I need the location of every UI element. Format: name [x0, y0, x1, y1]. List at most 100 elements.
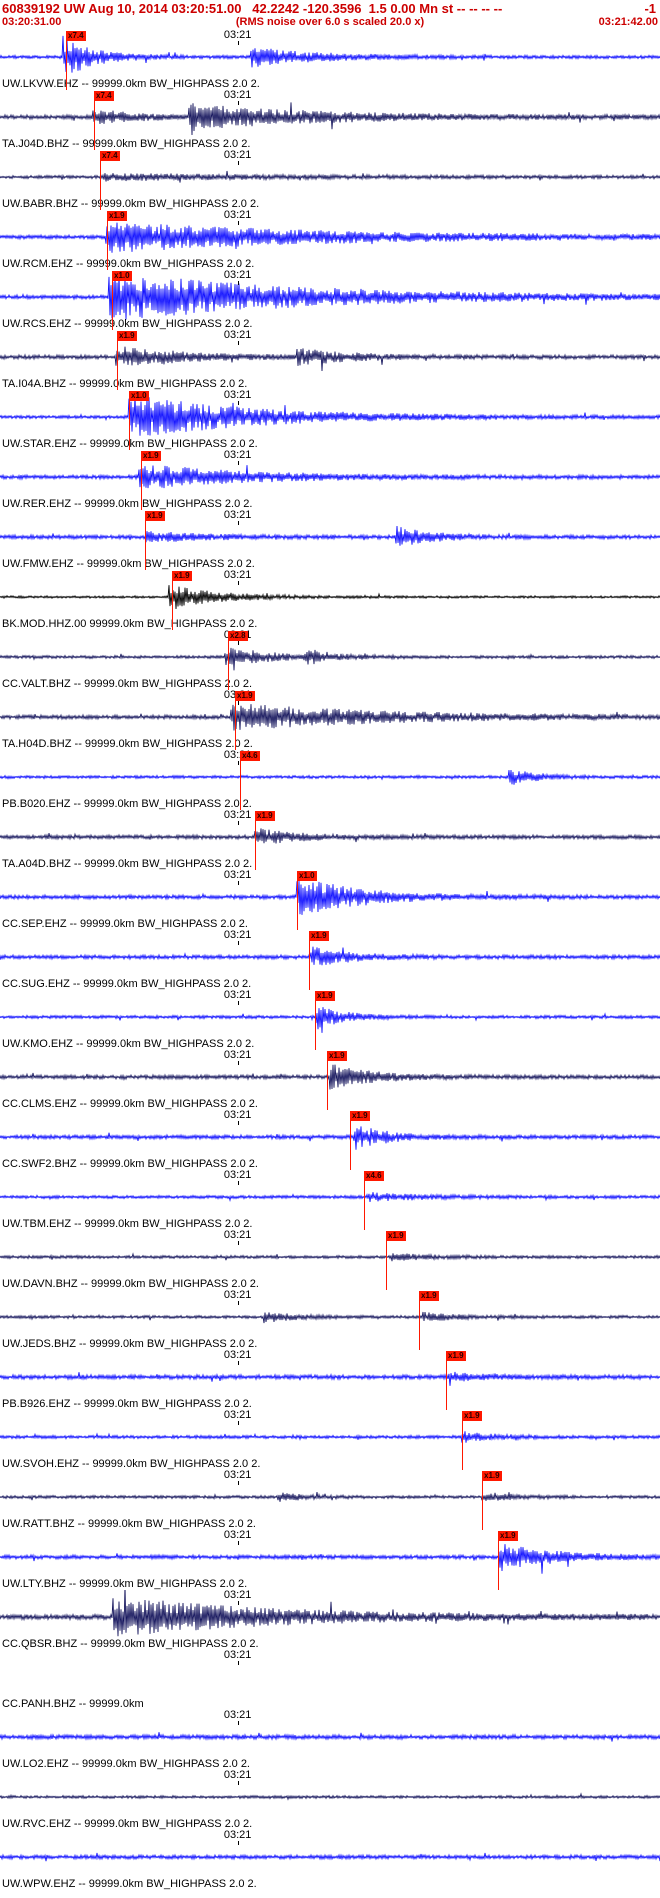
time-tick-mark — [237, 1481, 239, 1485]
trace-row[interactable]: 03:21 x1.9 UW.RER.EHZ -- 99999.0km BW_HIGH… — [0, 450, 660, 510]
trace-row[interactable]: 03:21 x1.9 UW.DAVN.BHZ -- 99999.0km BW_HIG… — [0, 1230, 660, 1290]
station-label: UW.RER.EHZ -- 99999.0km BW_HIGHPASS 2.0 … — [2, 498, 253, 510]
pick-line — [100, 161, 101, 210]
station-label: CC.PANH.BHZ -- 99999.0km — [2, 1698, 144, 1710]
pick-scale-label: x1.9 — [315, 991, 335, 1001]
waveform-trace — [0, 1007, 660, 1033]
time-tick-label: 03:21 — [223, 509, 252, 521]
time-tick-label: 03:21 — [223, 29, 252, 41]
pick-line — [297, 881, 298, 930]
trace-row[interactable]: 03:21 x1.9 CC.SWF2.BHZ -- 99999.0km BW_HIG… — [0, 1110, 660, 1170]
waveform-trace — [0, 1192, 660, 1203]
time-tick-mark — [237, 1421, 239, 1425]
time-tick-mark — [237, 1541, 239, 1545]
time-tick-mark — [237, 881, 239, 885]
pick-line — [350, 1121, 351, 1170]
pick-scale-label: x7.4 — [94, 91, 114, 101]
trace-row[interactable]: 03:21 UW.RVC.EHZ -- 99999.0km BW_HIGHPASS… — [0, 1770, 660, 1830]
time-tick-label: 03:21 — [223, 1229, 252, 1241]
waveform-trace — [0, 1371, 660, 1386]
station-label: CC.QBSR.BHZ -- 99999.0km BW_HIGHPASS 2.0… — [2, 1638, 259, 1650]
trace-row[interactable]: 03:21 x1.9 UW.RATT.BHZ -- 99999.0km BW_HIG… — [0, 1470, 660, 1530]
waveform-trace — [0, 35, 660, 73]
pick-scale-label: x1.9 — [172, 571, 192, 581]
time-tick-label: 03:21 — [223, 269, 252, 281]
trace-row[interactable]: 03:21 x1.9 BK.MOD.HHZ.00 99999.0km BW_HIGH… — [0, 570, 660, 630]
time-tick-label: 03:21 — [223, 1529, 252, 1541]
waveform-trace — [0, 704, 660, 731]
trace-row[interactable]: 03:21 CC.PANH.BHZ -- 99999.0km — [0, 1650, 660, 1711]
pick-line — [112, 281, 113, 330]
trace-row[interactable]: 03:21 x1.0 CC.SEP.EHZ -- 99999.0km BW_HIGH… — [0, 870, 660, 930]
trace-row[interactable]: 03:21 x1.9 PB.B926.EHZ -- 99999.0km BW_HIG… — [0, 1350, 660, 1410]
time-tick-label: 03:21 — [223, 149, 252, 161]
trace-row[interactable]: 03:21 x1.0 UW.STAR.EHZ -- 99999.0km BW_HIG… — [0, 390, 660, 450]
trace-row[interactable]: 03:21 x4.6 PB.B020.EHZ -- 99999.0km BW_HIG… — [0, 750, 660, 810]
time-tick-label: 03:21 — [223, 1589, 252, 1601]
pick-line — [94, 101, 95, 150]
station-label: CC.VALT.BHZ -- 99999.0km BW_HIGHPASS 2.0… — [2, 678, 253, 690]
time-tick-mark — [237, 1781, 239, 1785]
station-label: UW.SVOH.EHZ -- 99999.0km BW_HIGHPASS 2.0… — [2, 1458, 261, 1470]
waveform-trace — [0, 170, 660, 183]
pick-scale-label: x1.0 — [297, 871, 317, 881]
trace-row[interactable]: 03:21 x1.9 UW.LTY.BHZ -- 99999.0km BW_HIGH… — [0, 1530, 660, 1590]
pick-scale-label: x2.8 — [228, 631, 248, 641]
trace-row[interactable]: 03:21 x7.4 UW.BABR.BHZ -- 99999.0km BW_HIG… — [0, 150, 660, 210]
time-tick-label: 03:21 — [223, 1769, 252, 1781]
station-label: UW.LO2.EHZ -- 99999.0km BW_HIGHPASS 2.0 … — [2, 1758, 250, 1770]
time-tick-mark — [237, 701, 239, 705]
time-tick-label: 03:21 — [223, 1469, 252, 1481]
trace-row[interactable]: 03:21 UW.WPW.EHZ -- 99999.0km BW_HIGHPASS… — [0, 1830, 660, 1890]
trace-row[interactable]: 03:21 x1.9 UW.KMO.EHZ -- 99999.0km BW_HIGH… — [0, 990, 660, 1050]
trace-row[interactable]: 03:21 x1.9 UW.FMW.EHZ -- 99999.0km BW_HIGH… — [0, 510, 660, 570]
pick-line — [240, 761, 241, 810]
trace-row[interactable]: 03:21 x1.9 CC.SUG.EHZ -- 99999.0km BW_HIGH… — [0, 930, 660, 990]
time-tick-label: 03:21 — [223, 1349, 252, 1361]
trace-row[interactable]: 03:21 x4.6 UW.TBM.EHZ -- 99999.0km BW_HIGH… — [0, 1170, 660, 1230]
time-tick-label: 03:21 — [223, 1049, 252, 1061]
pick-line — [129, 401, 130, 450]
trace-row[interactable]: 03:21 x1.9 UW.JEDS.BHZ -- 99999.0km BW_HIG… — [0, 1290, 660, 1350]
station-label: TA.A04D.BHZ -- 99999.0km BW_HIGHPASS 2.0… — [2, 858, 253, 870]
time-tick-mark — [237, 281, 239, 285]
trace-row[interactable]: 03:21 x1.9 UW.RCM.EHZ -- 99999.0km BW_HIGH… — [0, 210, 660, 270]
pick-scale-label: x1.9 — [350, 1111, 370, 1121]
station-label: PB.B020.EHZ -- 99999.0km BW_HIGHPASS 2.0… — [2, 798, 252, 810]
pick-scale-label: x1.0 — [129, 391, 149, 401]
time-tick-label: 03:21 — [223, 1409, 252, 1421]
pick-scale-label: x1.9 — [386, 1231, 406, 1241]
station-label: BK.MOD.HHZ.00 99999.0km BW_HIGHPASS 2.0 … — [2, 618, 258, 630]
trace-row[interactable]: 03:21 x1.9 CC.CLMS.EHZ -- 99999.0km BW_HIG… — [0, 1050, 660, 1110]
pick-scale-label: x1.9 — [327, 1051, 347, 1061]
waveform-trace — [0, 1732, 660, 1742]
station-label: UW.FMW.EHZ -- 99999.0km BW_HIGHPASS 2.0 … — [2, 558, 255, 570]
time-tick-label: 03:21 — [223, 809, 252, 821]
pick-line — [309, 941, 310, 990]
trace-row[interactable]: 03:21 x1.0 UW.RCS.EHZ -- 99999.0km BW_HIGH… — [0, 270, 660, 330]
trace-row[interactable]: 03:21 UW.LO2.EHZ -- 99999.0km BW_HIGHPASS… — [0, 1710, 660, 1770]
waveform-trace — [0, 1126, 660, 1150]
station-label: UW.RCM.EHZ -- 99999.0km BW_HIGHPASS 2.0 … — [2, 258, 255, 270]
waveform-trace — [0, 1064, 660, 1090]
time-axis-header: 03:20:31.00 (RMS noise over 6.0 s scaled… — [0, 16, 660, 30]
trace-row[interactable]: 03:21 x1.9 TA.A04D.BHZ -- 99999.0km BW_HIG… — [0, 810, 660, 870]
time-tick-mark — [237, 941, 239, 945]
trace-row[interactable]: 03:21x2.8CC.VALT.BHZ -- 99999.0km BW_HIG… — [0, 630, 660, 690]
waveform-trace — [0, 1252, 660, 1262]
pick-scale-label: x4.6 — [240, 751, 260, 761]
station-label: UW.JEDS.BHZ -- 99999.0km BW_HIGHPASS 2.0… — [2, 1338, 258, 1350]
waveform-trace — [0, 1492, 660, 1502]
trace-row[interactable]: 03:21 CC.QBSR.BHZ -- 99999.0km BW_HIGHPAS… — [0, 1590, 660, 1650]
trace-row[interactable]: 03:21 x1.9 UW.SVOH.EHZ -- 99999.0km BW_HIG… — [0, 1410, 660, 1470]
station-label: UW.RCS.EHZ -- 99999.0km BW_HIGHPASS 2.0 … — [2, 318, 253, 330]
trace-row[interactable]: 03:21 x7.4 UW.LKVW.EHZ -- 99999.0km BW_HIG… — [0, 30, 660, 90]
waveform-trace — [0, 274, 660, 320]
pick-scale-label: x1.9 — [145, 511, 165, 521]
pick-line — [386, 1241, 387, 1290]
pick-scale-label: x1.0 — [112, 271, 132, 281]
trace-row[interactable]: 03:21 x7.4 TA.J04D.BHZ -- 99999.0km BW_HIG… — [0, 90, 660, 150]
trace-row[interactable]: 03:21 x1.9 TA.I04A.BHZ -- 99999.0km BW_HIG… — [0, 330, 660, 390]
time-tick-label: 03:21 — [223, 1109, 252, 1121]
